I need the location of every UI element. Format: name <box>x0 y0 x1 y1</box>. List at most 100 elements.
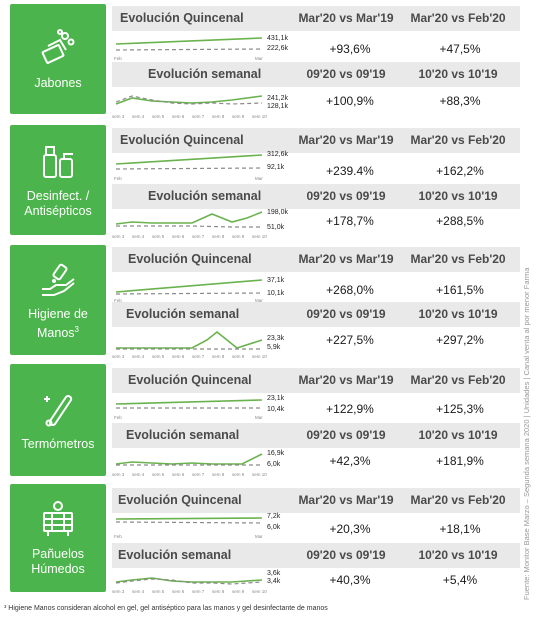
end-label-2020: 241,2k <box>267 95 289 102</box>
tick-label: Feb <box>114 298 122 303</box>
col-header-mar20-vs-mar19: Mar'20 vs Mar'19 <box>298 252 394 266</box>
sparkline-quincenal: 312,6k 92,1k Feb Mar <box>114 151 289 181</box>
tick-label: sem 10 <box>252 234 267 239</box>
value-q1: +20,3% <box>329 522 371 536</box>
tick-label: sem 9 <box>232 114 245 119</box>
series-2020-line <box>116 330 263 349</box>
col-header-mar20-vs-feb20: Mar'20 vs Feb'20 <box>410 11 506 25</box>
col-header-mar20-vs-feb20: Mar'20 vs Feb'20 <box>410 493 506 507</box>
series-2019-line <box>115 167 263 170</box>
header-semanal: Evolución semanal 09'20 vs 09'19 10'20 v… <box>112 62 520 87</box>
wet-wipes-icon <box>43 501 73 536</box>
value-s1: +40,3% <box>329 573 371 587</box>
value-q2: +162,2% <box>436 164 484 178</box>
series-2020-line <box>115 95 263 105</box>
end-label-2019: 92,1k <box>267 164 285 171</box>
tick-label: sem 8 <box>212 354 225 359</box>
header-quincenal: Evolución Quincenal Mar'20 vs Mar'19 Mar… <box>112 6 520 31</box>
category-label: Pañuelos Húmedos <box>31 547 85 576</box>
tick-label: Mar <box>255 298 263 303</box>
soap-icon <box>41 28 75 64</box>
end-label-2020: 16,9k <box>267 450 285 457</box>
header-semanal: Evolución semanal 09'20 vs 09'19 10'20 v… <box>112 184 520 209</box>
value-q2: +125,3% <box>436 402 484 416</box>
tick-label: sem 6 <box>172 114 185 119</box>
chart-title: Evolución Quincenal <box>128 252 252 266</box>
col-header-mar20-vs-feb20: Mar'20 vs Feb'20 <box>410 252 506 266</box>
series-2020-line <box>115 279 263 293</box>
col-header-mar20-vs-mar19: Mar'20 vs Mar'19 <box>298 133 394 147</box>
sparkline-semanal: 198,0k 51,0k sem 3 sem 4 sem 5 sem 6 sem… <box>112 209 289 239</box>
tick-label: sem 10 <box>252 114 267 119</box>
col-header-mar20-vs-feb20: Mar'20 vs Feb'20 <box>410 133 506 147</box>
tick-label: sem 10 <box>252 589 267 594</box>
header-quincenal: Evolución Quincenal Mar'20 vs Mar'19 Mar… <box>112 488 520 513</box>
col-header-09-vs-09: 09'20 vs 09'19 <box>306 67 386 81</box>
sparkline-quincenal: 37,1k 10,1k Feb Mar <box>114 277 285 303</box>
header-quincenal: Evolución Quincenal Mar'20 vs Mar'19 Mar… <box>112 368 520 393</box>
chart-title: Evolución semanal <box>148 67 262 81</box>
tick-label: sem 4 <box>132 472 145 477</box>
col-header-09-vs-09: 09'20 vs 09'19 <box>306 189 386 203</box>
chart-title: Evolución Quincenal <box>128 373 252 387</box>
category-tile-jabones: Jabones <box>10 4 106 114</box>
end-label-2020: 312,6k <box>267 151 289 158</box>
tick-label: sem 4 <box>132 354 145 359</box>
sparkline-semanal: 3,6k 3,4k sem 3 sem 4 sem 5 sem 6 sem 7 … <box>112 570 281 594</box>
series-2020-line <box>115 211 263 225</box>
tick-label: Feb <box>114 415 122 420</box>
tick-label: sem 5 <box>152 354 165 359</box>
disinfectant-bottles-icon <box>43 146 73 178</box>
value-s2: +297,2% <box>436 333 484 347</box>
series-2020-line <box>115 399 263 405</box>
tick-label: sem 3 <box>112 472 125 477</box>
end-label-2019: 222,6k <box>267 45 289 52</box>
value-q2: +47,5% <box>439 42 481 56</box>
value-s1: +42,3% <box>329 454 371 468</box>
tick-label: sem 6 <box>172 354 185 359</box>
tick-label: sem 3 <box>112 354 125 359</box>
end-label-2020: 7,2k <box>267 513 281 520</box>
tick-label: Mar <box>255 56 263 61</box>
value-q1: +93,6% <box>329 42 371 56</box>
col-header-mar20-vs-mar19: Mar'20 vs Mar'19 <box>298 493 394 507</box>
sparkline-quincenal: 431,1k 222,6k Feb Mar <box>114 35 289 61</box>
header-quincenal: Evolución Quincenal Mar'20 vs Mar'19 Mar… <box>112 128 520 153</box>
tick-label: sem 5 <box>152 114 165 119</box>
value-q2: +18,1% <box>439 522 481 536</box>
tick-label: sem 7 <box>192 589 205 594</box>
category-label: Termómetros <box>21 436 95 451</box>
series-2020-line <box>115 453 263 465</box>
header-semanal: Evolución semanal 09'20 vs 09'19 10'20 v… <box>112 543 520 568</box>
category-tile-termometros: Termómetros <box>10 364 106 476</box>
end-label-2020: 23,3k <box>267 335 285 342</box>
value-s2: +5,4% <box>442 573 478 587</box>
series-2019-line <box>115 95 263 105</box>
hand-sanitizer-icon <box>42 263 75 296</box>
category-tile-higiene-manos: Higiene de Manos3 <box>10 245 106 355</box>
col-header-10-vs-10: 10'20 vs 10'19 <box>418 548 498 562</box>
tick-label: sem 6 <box>172 589 185 594</box>
end-label-2020: 37,1k <box>267 277 285 284</box>
end-label-2019: 6,0k <box>267 461 281 468</box>
tick-label: sem 9 <box>232 472 245 477</box>
sparkline-semanal: 241,2k 128,1k sem 3 sem 4 sem 5 sem 6 se… <box>112 95 289 119</box>
chart-title: Evolución Quincenal <box>118 493 242 507</box>
end-label-2020: 431,1k <box>267 35 289 42</box>
footnote: ³ Higiene Manos consideran alcohol en ge… <box>4 605 328 612</box>
end-label-2020: 23,1k <box>267 395 285 402</box>
tick-label: sem 3 <box>112 114 125 119</box>
chart-title: Evolución semanal <box>126 307 240 321</box>
tick-label: sem 9 <box>232 234 245 239</box>
value-q1: +122,9% <box>326 402 374 416</box>
col-header-mar20-vs-feb20: Mar'20 vs Feb'20 <box>410 373 506 387</box>
series-2019-line <box>115 48 263 51</box>
tick-label: sem 4 <box>132 114 145 119</box>
source-note: Fuente: Monitor Base Marzo – Segunda sem… <box>522 267 531 600</box>
col-header-09-vs-09: 09'20 vs 09'19 <box>306 548 386 562</box>
series-2020-line <box>115 517 263 520</box>
col-header-09-vs-09: 09'20 vs 09'19 <box>306 307 386 321</box>
col-header-10-vs-10: 10'20 vs 10'19 <box>418 428 498 442</box>
tick-label: sem 7 <box>192 234 205 239</box>
category-tile-panuelos-humedos: Pañuelos Húmedos <box>10 484 106 592</box>
